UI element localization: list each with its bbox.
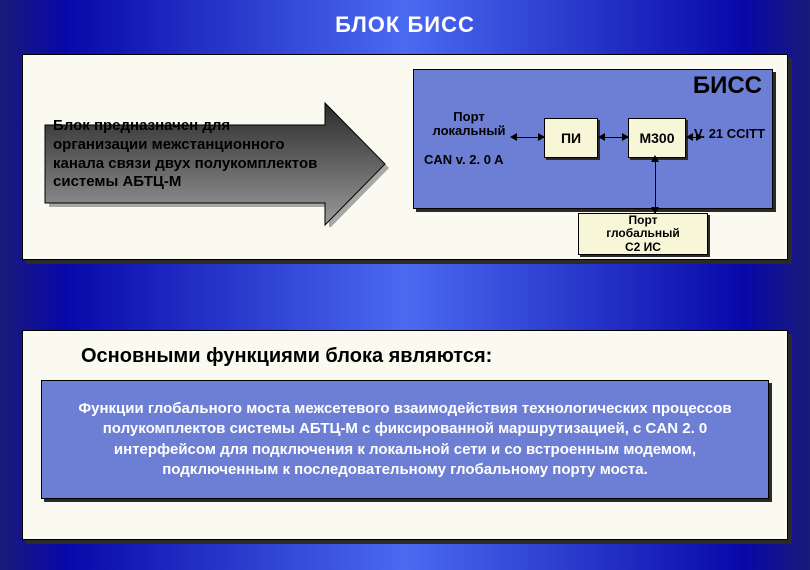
port-global-l3: С2 ИС [625,240,661,254]
biss-title: БИСС [693,72,762,100]
arrowhead-up-icon [651,155,659,162]
functions-body: Функции глобального моста межсетевого вз… [41,380,769,499]
connector-line [655,159,656,213]
biss-module: БИСС Порт локальный CAN v. 2. 0 A ПИ М30… [413,69,773,209]
chip-m300: М300 [628,118,686,158]
slide-title: БЛОК БИСС [0,0,810,48]
port-local-label: Порт локальный [424,110,514,139]
port-global-l1: Порт [628,213,657,227]
lower-panel: Основными функциями блока являются: Функ… [22,330,788,540]
v21-label: V. 21 CCITT [694,126,765,141]
arrowhead-left-icon [686,133,693,141]
port-local-l2: локальный [433,123,506,138]
functions-subtitle: Основными функциями блока являются: [41,345,769,368]
port-global-l2: глобальный [606,226,679,240]
arrowhead-left-icon [510,133,517,141]
arrow-block: Блок предназначен для организации межста… [39,97,389,227]
chip-pi: ПИ [544,118,598,158]
arrow-text: Блок предназначен для организации межста… [53,117,323,192]
port-global-box: Порт глобальный С2 ИС [578,213,708,255]
can-label: CAN v. 2. 0 A [424,152,503,167]
port-local-l1: Порт [453,109,484,124]
arrowhead-left-icon [598,133,605,141]
upper-panel: Блок предназначен для организации межста… [22,54,788,260]
